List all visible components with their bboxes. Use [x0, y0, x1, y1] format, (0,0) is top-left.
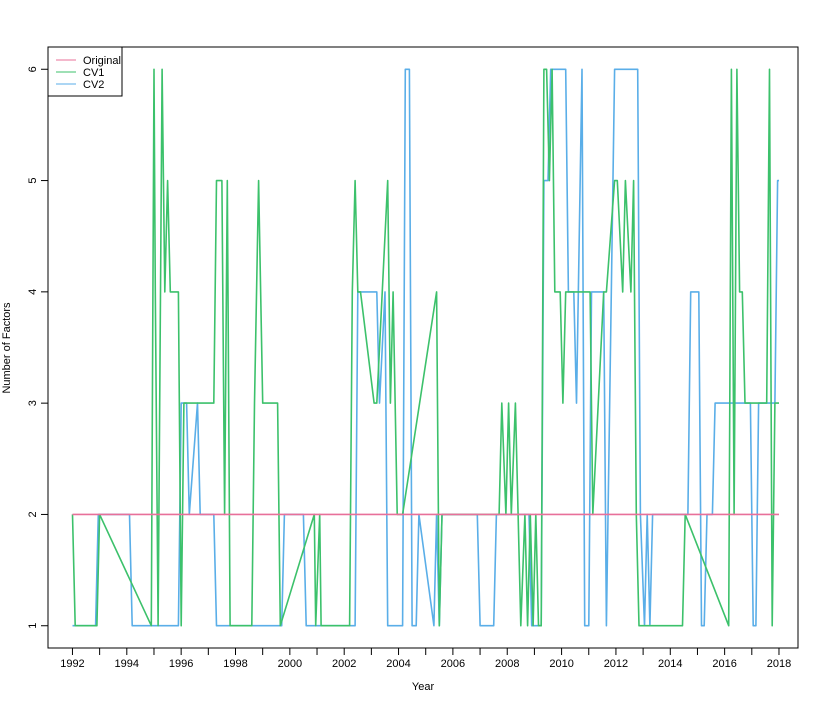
y-axis: 1 2 3 4 5 6 — [27, 66, 49, 629]
y-tick-label: 4 — [27, 289, 39, 295]
legend-label-original: Original — [83, 55, 121, 67]
x-tick-label: 1994 — [115, 658, 139, 670]
x-tick-label: 1998 — [223, 658, 247, 670]
legend-label-cv1: CV1 — [83, 67, 104, 79]
series-layer — [71, 68, 779, 627]
x-tick-label: 1992 — [60, 658, 84, 670]
x-axis-title: Year — [412, 681, 435, 693]
x-tick-label: 2004 — [386, 658, 410, 670]
x-axis: 1992 1994 1996 1998 2000 2002 2004 2006 2008 2010… — [60, 647, 791, 670]
x-tick-label: 1996 — [169, 658, 193, 670]
x-tick-label: 2002 — [332, 658, 356, 670]
y-tick-label: 3 — [27, 400, 39, 406]
x-tick-label: 2012 — [604, 658, 628, 670]
y-tick-label: 5 — [27, 177, 39, 183]
legend-label-cv2: CV2 — [83, 79, 104, 91]
y-tick-label: 6 — [27, 66, 39, 72]
y-tick-label: 1 — [27, 623, 39, 629]
x-tick-label: 2000 — [278, 658, 302, 670]
series-line-cv2 — [72, 68, 779, 627]
x-tick-label: 2018 — [767, 658, 791, 670]
x-tick-label: 2006 — [441, 658, 465, 670]
series-line-cv1 — [71, 68, 779, 627]
y-tick-label: 2 — [27, 511, 39, 517]
x-tick-label: 2016 — [712, 658, 736, 670]
x-tick-label: 2008 — [495, 658, 519, 670]
x-tick-label: 2010 — [549, 658, 573, 670]
y-axis-title: Number of Factors — [1, 302, 13, 394]
x-tick-label: 2014 — [658, 658, 682, 670]
